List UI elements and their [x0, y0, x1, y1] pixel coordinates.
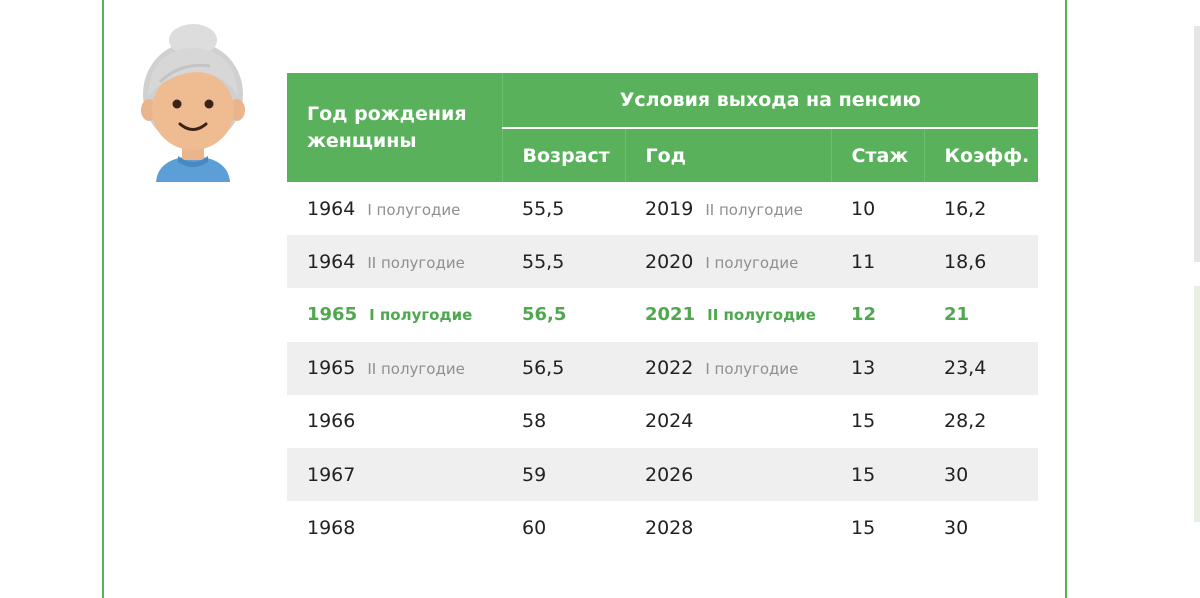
birth-year-cell: 1964 II полугодие — [287, 235, 502, 289]
experience-cell: 11 — [831, 235, 924, 289]
experience-cell: 15 — [831, 447, 924, 502]
half-year-label: II полугодие — [367, 360, 465, 379]
coefficient-cell: 18,6 — [924, 235, 1039, 289]
age-cell: 56,5 — [502, 341, 625, 395]
birth-year-cell: 1965 I полугодие — [307, 304, 473, 326]
header-age: Возраст — [502, 128, 626, 182]
half-year-label: II полугодие — [707, 306, 816, 325]
birth-year-cell: 1966 — [307, 410, 356, 433]
experience-cell: 12 — [851, 304, 877, 326]
table-row: 1964 I полугодие 55,5 2019 II полугодие 10… — [287, 182, 1038, 235]
experience-cell: 13 — [831, 341, 924, 395]
header-birth-year: Год рождения женщины — [287, 73, 503, 182]
half-year-label: I полугодие — [367, 200, 461, 219]
retirement-year-cell: 2028 — [645, 516, 694, 539]
retirement-year-cell: 2022 I полугодие — [625, 341, 831, 395]
age-cell: 59 — [502, 447, 625, 502]
age-cell: 60 — [522, 516, 547, 539]
experience-cell: 15 — [851, 516, 876, 539]
retirement-year-cell: 2021 II полугодие — [645, 304, 816, 326]
age-cell: 55,5 — [522, 197, 565, 220]
side-panel-edge — [1194, 26, 1200, 262]
age-cell: 58 — [522, 410, 547, 433]
half-year-label: I полугодие — [369, 306, 473, 325]
table-row: 1967 59 2026 15 30 — [287, 447, 1039, 502]
birth-year-cell: 1965 II полугодие — [287, 341, 502, 395]
table-row-highlighted: 1965 I полугодие 56,5 2021 II полугодие 12… — [287, 288, 1038, 341]
coefficient-cell: 30 — [924, 447, 1039, 502]
header-experience: Стаж — [831, 128, 925, 182]
coefficient-cell: 30 — [944, 516, 969, 539]
side-panel-edge-secondary — [1194, 286, 1200, 522]
elderly-woman-avatar-icon — [141, 24, 245, 182]
half-year-label: I полугодие — [705, 253, 799, 272]
table-row: 1965 II полугодие 56,5 2022 I полугодие 13… — [287, 341, 1039, 395]
retirement-year-cell: 2020 I полугодие — [625, 235, 831, 289]
table-row: 1968 60 2028 15 30 — [287, 501, 1038, 554]
pension-table: Год рождения женщины Условия выхода на п… — [287, 73, 1039, 554]
birth-year-cell: 1964 I полугодие — [307, 197, 461, 220]
birth-year-cell: 1968 — [307, 516, 356, 539]
header-year: Год — [625, 128, 832, 182]
header-coefficient: Коэфф. — [924, 128, 1039, 182]
header-retirement-conditions: Условия выхода на пенсию — [502, 73, 1039, 129]
content-frame — [102, 0, 1067, 598]
experience-cell: 15 — [851, 410, 876, 433]
age-cell: 56,5 — [522, 304, 567, 326]
half-year-label: I полугодие — [705, 360, 799, 379]
experience-cell: 10 — [851, 197, 876, 220]
birth-year-cell: 1967 — [287, 447, 502, 502]
table-row: 1964 II полугодие 55,5 2020 I полугодие 11… — [287, 235, 1039, 289]
coefficient-cell: 16,2 — [944, 197, 987, 220]
age-cell: 55,5 — [502, 235, 625, 289]
half-year-label: II полугодие — [367, 253, 465, 272]
half-year-label: II полугодие — [705, 200, 803, 219]
coefficient-cell: 21 — [944, 304, 970, 326]
coefficient-cell: 23,4 — [924, 341, 1039, 395]
table-row: 1966 58 2024 15 28,2 — [287, 395, 1038, 448]
coefficient-cell: 28,2 — [944, 410, 987, 433]
retirement-year-cell: 2019 II полугодие — [645, 197, 803, 220]
retirement-year-cell: 2026 — [625, 447, 831, 502]
retirement-year-cell: 2024 — [645, 410, 694, 433]
